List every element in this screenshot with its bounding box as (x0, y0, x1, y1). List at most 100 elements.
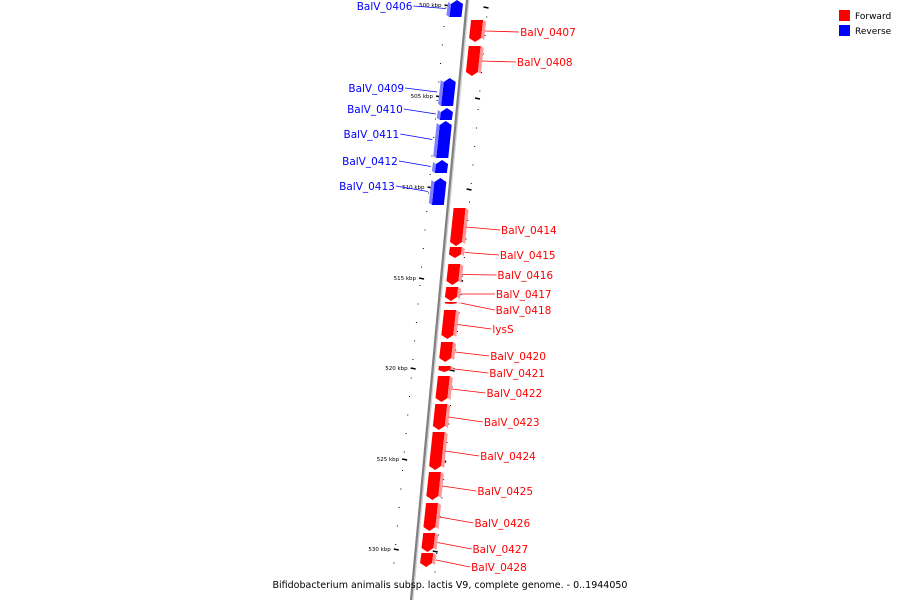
major-tick (410, 367, 416, 370)
gene-leader-line (442, 485, 477, 492)
gene-arrow (439, 342, 454, 362)
gene-BalV_0423 (432, 404, 451, 430)
major-tick (466, 188, 472, 191)
gene-arrow-shade (441, 432, 448, 468)
gene-arrow (426, 472, 441, 500)
legend-label-forward: Forward (855, 12, 891, 22)
gene-leader-line (439, 516, 474, 524)
gene-BalV_0409 (438, 78, 456, 106)
tick-label: 505 kbp (411, 94, 434, 100)
gene-arrow-shade (450, 366, 454, 370)
legend-swatch-reverse (839, 25, 850, 36)
gene-BalV_0414 (450, 208, 469, 246)
gene-arrow-shade (458, 264, 464, 283)
gene-label: BalV_0418 (496, 305, 552, 317)
gene-arrow (432, 404, 448, 430)
gene-BalV_0416 (446, 264, 464, 285)
gene-arrow-shade (436, 110, 441, 120)
gene-arrow-shade (438, 472, 444, 498)
gene-arrow-shade (456, 287, 462, 299)
gene-label: BalV_0420 (490, 351, 546, 363)
gene-arrow (439, 108, 453, 120)
gene-arrow (450, 208, 466, 246)
gene-arrow (435, 376, 450, 402)
gene-BalV_0415 (448, 247, 465, 258)
gene-arrow (431, 178, 447, 205)
genome-caption: Bifidobacterium animalis subsp. lactis V… (273, 580, 628, 591)
gene-label: lysS (492, 324, 514, 336)
gene-BalV_0408 (465, 46, 484, 76)
gene-arrow (434, 160, 449, 173)
gene-arrow-shade (432, 553, 437, 565)
tick-label: 515 kbp (394, 276, 417, 282)
major-tick (418, 277, 425, 280)
gene-arrow (441, 310, 457, 339)
gene-label: BalV_0415 (500, 250, 556, 262)
gene-arrow (469, 20, 484, 42)
gene-leader-line (413, 5, 446, 9)
gene-leader-line (462, 274, 497, 276)
gene-leader-line (448, 416, 483, 423)
gene-BalV_0407 (469, 20, 487, 42)
gene-BalV_0426 (423, 503, 442, 531)
gene-arrow (438, 366, 451, 372)
major-tick (402, 458, 408, 461)
gene-label: BalV_0425 (477, 486, 533, 498)
gene-arrow (444, 287, 459, 301)
gene-BalV_0422 (435, 376, 453, 402)
gene-leader-line (481, 60, 516, 63)
legend: Forward Reverse (839, 10, 892, 37)
backbone-line (409, 0, 469, 600)
major-tick (483, 6, 489, 9)
major-tick (474, 97, 481, 100)
gene-leader-line (403, 108, 436, 115)
gene-BalV_0412 (431, 160, 449, 173)
gene-arrow-shade (477, 46, 484, 74)
gene-arrow (420, 553, 434, 567)
gene-arrow (429, 432, 445, 470)
gene-label: BalV_0407 (520, 27, 576, 39)
gene-leader-line (435, 559, 471, 568)
gene-arrow (421, 533, 436, 552)
gene-label: BalV_0424 (480, 451, 536, 463)
gene-BalV_0411 (433, 121, 452, 158)
gene-label: BalV_0412 (342, 156, 398, 168)
legend-label-reverse: Reverse (855, 27, 892, 37)
gene-leader-line (398, 160, 431, 167)
gene-features (420, 0, 487, 567)
gene-label: BalV_0411 (344, 129, 400, 141)
major-tick (432, 550, 438, 553)
gene-arrow-shade (460, 247, 465, 256)
gene-arrow-shade (435, 503, 442, 529)
gene-arrow-shade (481, 20, 487, 40)
gene-labels: BalV_0406 BalV_0407 BalV_0408 BalV_0409 BalV… (339, 1, 576, 574)
gene-leader-line (445, 450, 480, 457)
gene-BalV_0413 (428, 178, 447, 205)
tick-label: 500 kbp (419, 3, 442, 9)
gene-label: BalV_0428 (471, 562, 527, 574)
gene-arrow (444, 302, 457, 304)
gene-leader-line (457, 324, 492, 330)
gene-BalV_0418 (444, 302, 460, 304)
gene-leader-line (485, 30, 520, 33)
gene-BalV_0421 (438, 366, 454, 372)
gene-label: BalV_0410 (347, 104, 403, 116)
gene-arrow (465, 46, 481, 76)
gene-leader-line (454, 368, 489, 374)
gene-arrow (449, 0, 463, 17)
gene-leader-line (437, 542, 472, 550)
gene-arrow-shade (453, 310, 460, 337)
gene-leader-line (460, 302, 495, 311)
gene-arrow-shade (462, 208, 469, 244)
gene-arrow-shade (433, 533, 439, 550)
gene-BalV_0410 (436, 108, 453, 120)
tick-label: 520 kbp (385, 366, 408, 372)
gene-leader-line (464, 252, 499, 256)
gene-arrow-shade (447, 376, 453, 400)
major-tick (449, 369, 455, 372)
gene-leader-line (400, 133, 433, 140)
gene-arrow-shade (433, 123, 440, 158)
gene-arrow-shade (438, 80, 444, 106)
gene-BalV_0427 (421, 533, 439, 552)
gene-label: BalV_0408 (517, 57, 573, 69)
